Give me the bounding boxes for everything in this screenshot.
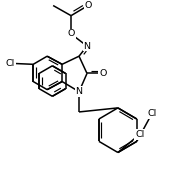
Text: N: N (84, 42, 90, 51)
Text: Cl: Cl (147, 109, 156, 119)
Text: Cl: Cl (6, 59, 15, 68)
Text: Cl: Cl (135, 130, 144, 139)
Text: O: O (84, 1, 92, 10)
Text: O: O (67, 29, 75, 38)
Text: O: O (99, 69, 107, 78)
Text: N: N (76, 87, 82, 96)
